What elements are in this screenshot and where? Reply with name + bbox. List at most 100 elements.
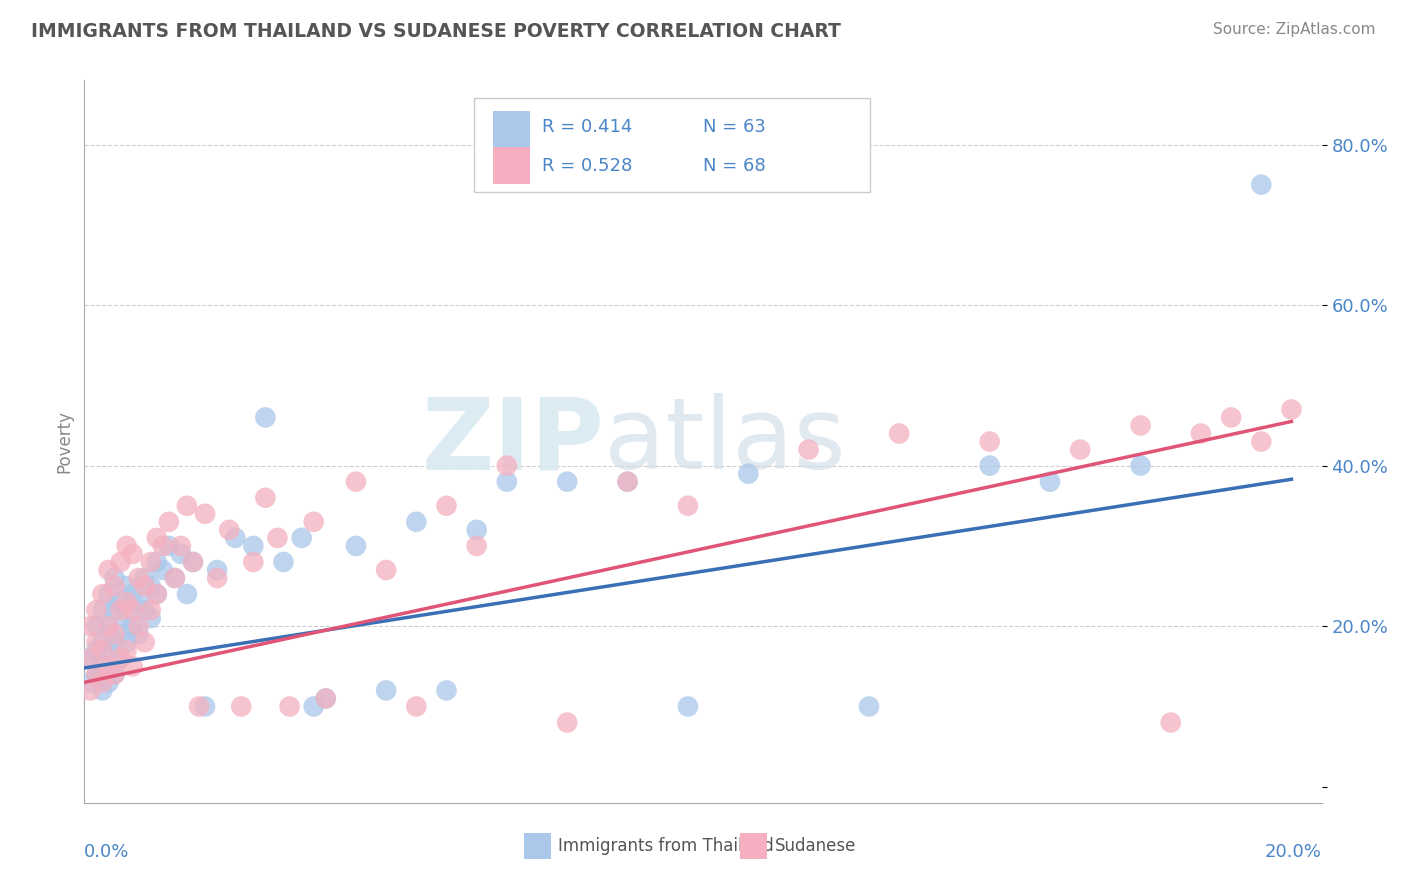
Point — [858, 699, 880, 714]
Point — [254, 491, 277, 505]
Y-axis label: Poverty: Poverty — [55, 410, 73, 473]
Text: N = 68: N = 68 — [703, 156, 766, 175]
Point — [1250, 434, 1272, 449]
Point — [152, 539, 174, 553]
Point — [86, 667, 108, 681]
Point — [97, 587, 120, 601]
Point — [224, 531, 246, 545]
Point — [121, 659, 143, 673]
Point — [1129, 458, 1152, 473]
Point — [91, 635, 114, 649]
Point — [97, 675, 120, 690]
Point — [146, 587, 169, 601]
Point — [170, 539, 193, 553]
Point — [273, 555, 295, 569]
Point — [1281, 402, 1303, 417]
Point — [194, 699, 217, 714]
Point — [91, 675, 114, 690]
Text: Sudanese: Sudanese — [775, 838, 856, 855]
Point — [231, 699, 253, 714]
Point — [115, 595, 138, 609]
Text: R = 0.414: R = 0.414 — [543, 119, 633, 136]
Point — [1129, 418, 1152, 433]
Point — [152, 563, 174, 577]
Point — [97, 619, 120, 633]
Point — [495, 475, 517, 489]
Point — [1069, 442, 1091, 457]
Point — [146, 587, 169, 601]
FancyBboxPatch shape — [492, 112, 530, 147]
Point — [205, 571, 228, 585]
Point — [128, 595, 150, 609]
Point — [170, 547, 193, 561]
Point — [121, 619, 143, 633]
Text: R = 0.528: R = 0.528 — [543, 156, 633, 175]
Point — [97, 619, 120, 633]
Point — [91, 659, 114, 673]
Point — [436, 499, 458, 513]
Point — [79, 683, 101, 698]
Point — [103, 627, 125, 641]
Point — [134, 603, 156, 617]
Point — [139, 555, 162, 569]
Point — [1250, 178, 1272, 192]
Point — [194, 507, 217, 521]
Point — [676, 499, 699, 513]
Text: ZIP: ZIP — [422, 393, 605, 490]
Text: N = 63: N = 63 — [703, 119, 766, 136]
Text: Source: ZipAtlas.com: Source: ZipAtlas.com — [1212, 22, 1375, 37]
Point — [616, 475, 638, 489]
Point — [344, 475, 367, 489]
Point — [139, 611, 162, 625]
Point — [110, 555, 132, 569]
Point — [86, 643, 108, 657]
Point — [495, 458, 517, 473]
Point — [676, 699, 699, 714]
Point — [110, 603, 132, 617]
Point — [128, 627, 150, 641]
Point — [79, 651, 101, 665]
Text: 0.0%: 0.0% — [84, 843, 129, 861]
Point — [103, 667, 125, 681]
Point — [139, 579, 162, 593]
Point — [115, 643, 138, 657]
FancyBboxPatch shape — [492, 147, 530, 184]
Point — [555, 475, 578, 489]
Point — [91, 643, 114, 657]
Point — [91, 587, 114, 601]
Point — [302, 515, 325, 529]
Point — [103, 603, 125, 617]
Text: 20.0%: 20.0% — [1265, 843, 1322, 861]
Text: IMMIGRANTS FROM THAILAND VS SUDANESE POVERTY CORRELATION CHART: IMMIGRANTS FROM THAILAND VS SUDANESE POV… — [31, 22, 841, 41]
Point — [97, 643, 120, 657]
Point — [134, 635, 156, 649]
FancyBboxPatch shape — [740, 833, 768, 859]
Point — [315, 691, 337, 706]
Point — [181, 555, 204, 569]
Point — [889, 426, 911, 441]
Point — [103, 579, 125, 593]
Point — [315, 691, 337, 706]
Point — [188, 699, 211, 714]
Point — [291, 531, 314, 545]
Point — [616, 475, 638, 489]
Point — [91, 683, 114, 698]
Text: Immigrants from Thailand: Immigrants from Thailand — [558, 838, 773, 855]
Point — [128, 571, 150, 585]
Point — [405, 515, 427, 529]
Text: atlas: atlas — [605, 393, 845, 490]
Point — [134, 571, 156, 585]
Point — [121, 547, 143, 561]
Point — [134, 579, 156, 593]
Point — [97, 563, 120, 577]
Point — [86, 667, 108, 681]
Point — [115, 635, 138, 649]
Point — [176, 499, 198, 513]
Point — [737, 467, 759, 481]
Point — [436, 683, 458, 698]
Point — [979, 434, 1001, 449]
Point — [405, 699, 427, 714]
Point — [86, 635, 108, 649]
Point — [266, 531, 288, 545]
Point — [97, 659, 120, 673]
